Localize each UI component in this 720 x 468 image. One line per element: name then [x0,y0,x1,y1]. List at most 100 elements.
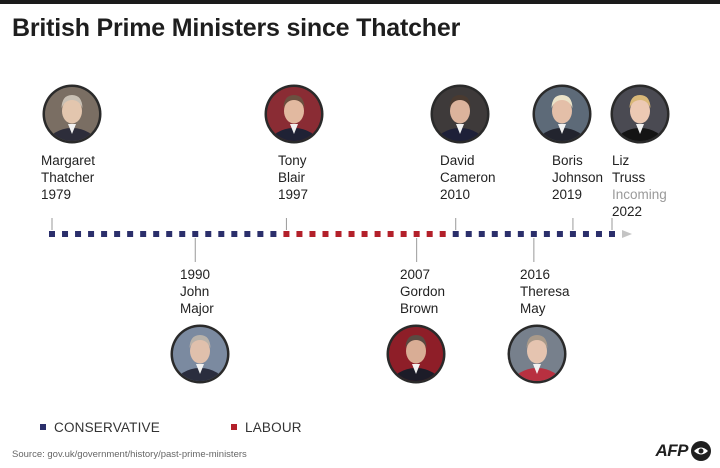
portrait-blair [264,84,324,144]
timeline-year-marker [465,231,472,237]
portrait-image [42,84,102,144]
timeline-year-marker [478,231,485,237]
pm-year: 2022 [612,204,643,219]
pm-label-thatcher: Margaret Thatcher 1979 [41,152,95,203]
pm-first-name: John [180,284,210,299]
timeline-year-marker [62,231,69,237]
pm-label-may: 2016 Theresa May [520,266,570,317]
timeline-year-marker [270,231,277,237]
pm-last-name: Thatcher [41,170,95,185]
timeline-year-marker [49,231,55,237]
timeline-year-marker [296,231,303,237]
timeline-year-marker [556,231,563,237]
timeline-year-marker [387,231,394,237]
timeline-year-marker [517,231,524,237]
timeline-year-marker [192,231,199,237]
timeline-year-marker [543,231,550,237]
timeline-year-marker [400,231,407,237]
timeline-year-marker [361,231,368,237]
timeline-year-marker [609,231,615,237]
pm-first-name: Theresa [520,284,570,299]
pm-status: Incoming [612,187,667,202]
timeline-year-marker [153,231,160,237]
timeline-year-marker [491,231,498,237]
timeline-year-marker [569,231,576,237]
portrait-image [264,84,324,144]
top-border [0,0,720,4]
legend-conservative: CONSERVATIVE [40,420,160,435]
timeline-year-marker [283,231,290,237]
pm-label-johnson: Boris Johnson 2019 [552,152,603,203]
timeline-year-marker [75,231,82,237]
pm-first-name: Boris [552,153,583,168]
timeline-year-marker [218,231,225,237]
portrait-johnson [532,84,592,144]
timeline-year-marker [166,231,173,237]
legend-labour: LABOUR [231,420,302,435]
pm-first-name: Margaret [41,153,96,168]
timeline-year-marker [309,231,316,237]
pm-first-name: Gordon [400,284,446,299]
pm-last-name: Truss [612,170,646,185]
timeline-year-marker [413,231,420,237]
portrait-brown [386,324,446,384]
pm-last-name: Brown [400,301,439,316]
portrait-image [386,324,446,384]
portrait-major [170,324,230,384]
pm-first-name: Tony [278,153,307,168]
timeline-year-marker [504,231,511,237]
page-title: British Prime Ministers since Thatcher [12,14,461,42]
portrait-image [532,84,592,144]
pm-label-cameron: David Cameron 2010 [440,152,496,203]
timeline-year-marker [257,231,264,237]
pm-year: 2016 [520,267,551,282]
timeline-year-marker [140,231,147,237]
portrait-may [507,324,567,384]
timeline-year-marker [231,231,238,237]
pm-last-name: Johnson [552,170,604,185]
pm-first-name: David [440,153,475,168]
pm-label-blair: Tony Blair 1997 [278,152,308,203]
timeline-year-marker [244,231,251,237]
timeline-arrow-icon [622,230,632,238]
timeline-year-marker [205,231,212,237]
timeline-year-marker [322,231,329,237]
pm-year: 2019 [552,187,583,202]
portrait-image [170,324,230,384]
pm-label-truss: Liz Truss Incoming 2022 [612,152,667,220]
afp-logo: AFP [656,440,713,462]
labour-swatch [231,424,237,431]
timeline-year-marker [127,231,134,237]
pm-label-major: 1990 John Major [180,266,214,317]
timeline-year-marker [179,231,186,237]
portrait-image [610,84,670,144]
pm-last-name: Cameron [440,170,496,185]
pm-label-brown: 2007 Gordon Brown [400,266,445,317]
timeline-year-marker [595,231,602,237]
legend-label: CONSERVATIVE [54,420,160,435]
timeline-year-marker [439,231,446,237]
pm-last-name: May [520,301,546,316]
timeline-year-marker [374,231,381,237]
portrait-image [507,324,567,384]
timeline-year-marker [452,231,459,237]
portrait-cameron [430,84,490,144]
pm-year: 1990 [180,267,211,282]
pm-year: 2007 [400,267,431,282]
timeline-year-marker [530,231,537,237]
timeline-year-marker [426,231,433,237]
pm-first-name: Liz [612,153,630,168]
timeline-year-marker [88,231,95,237]
pm-year: 1979 [41,187,72,202]
portrait-truss [610,84,670,144]
timeline-year-marker [348,231,355,237]
source-note: Source: gov.uk/government/history/past-p… [12,449,247,460]
pm-year: 1997 [278,187,309,202]
legend-label: LABOUR [245,420,302,435]
pm-last-name: Blair [278,170,306,185]
timeline-year-marker [101,231,108,237]
conservative-swatch [40,424,46,431]
timeline-year-marker [582,231,589,237]
portrait-thatcher [42,84,102,144]
